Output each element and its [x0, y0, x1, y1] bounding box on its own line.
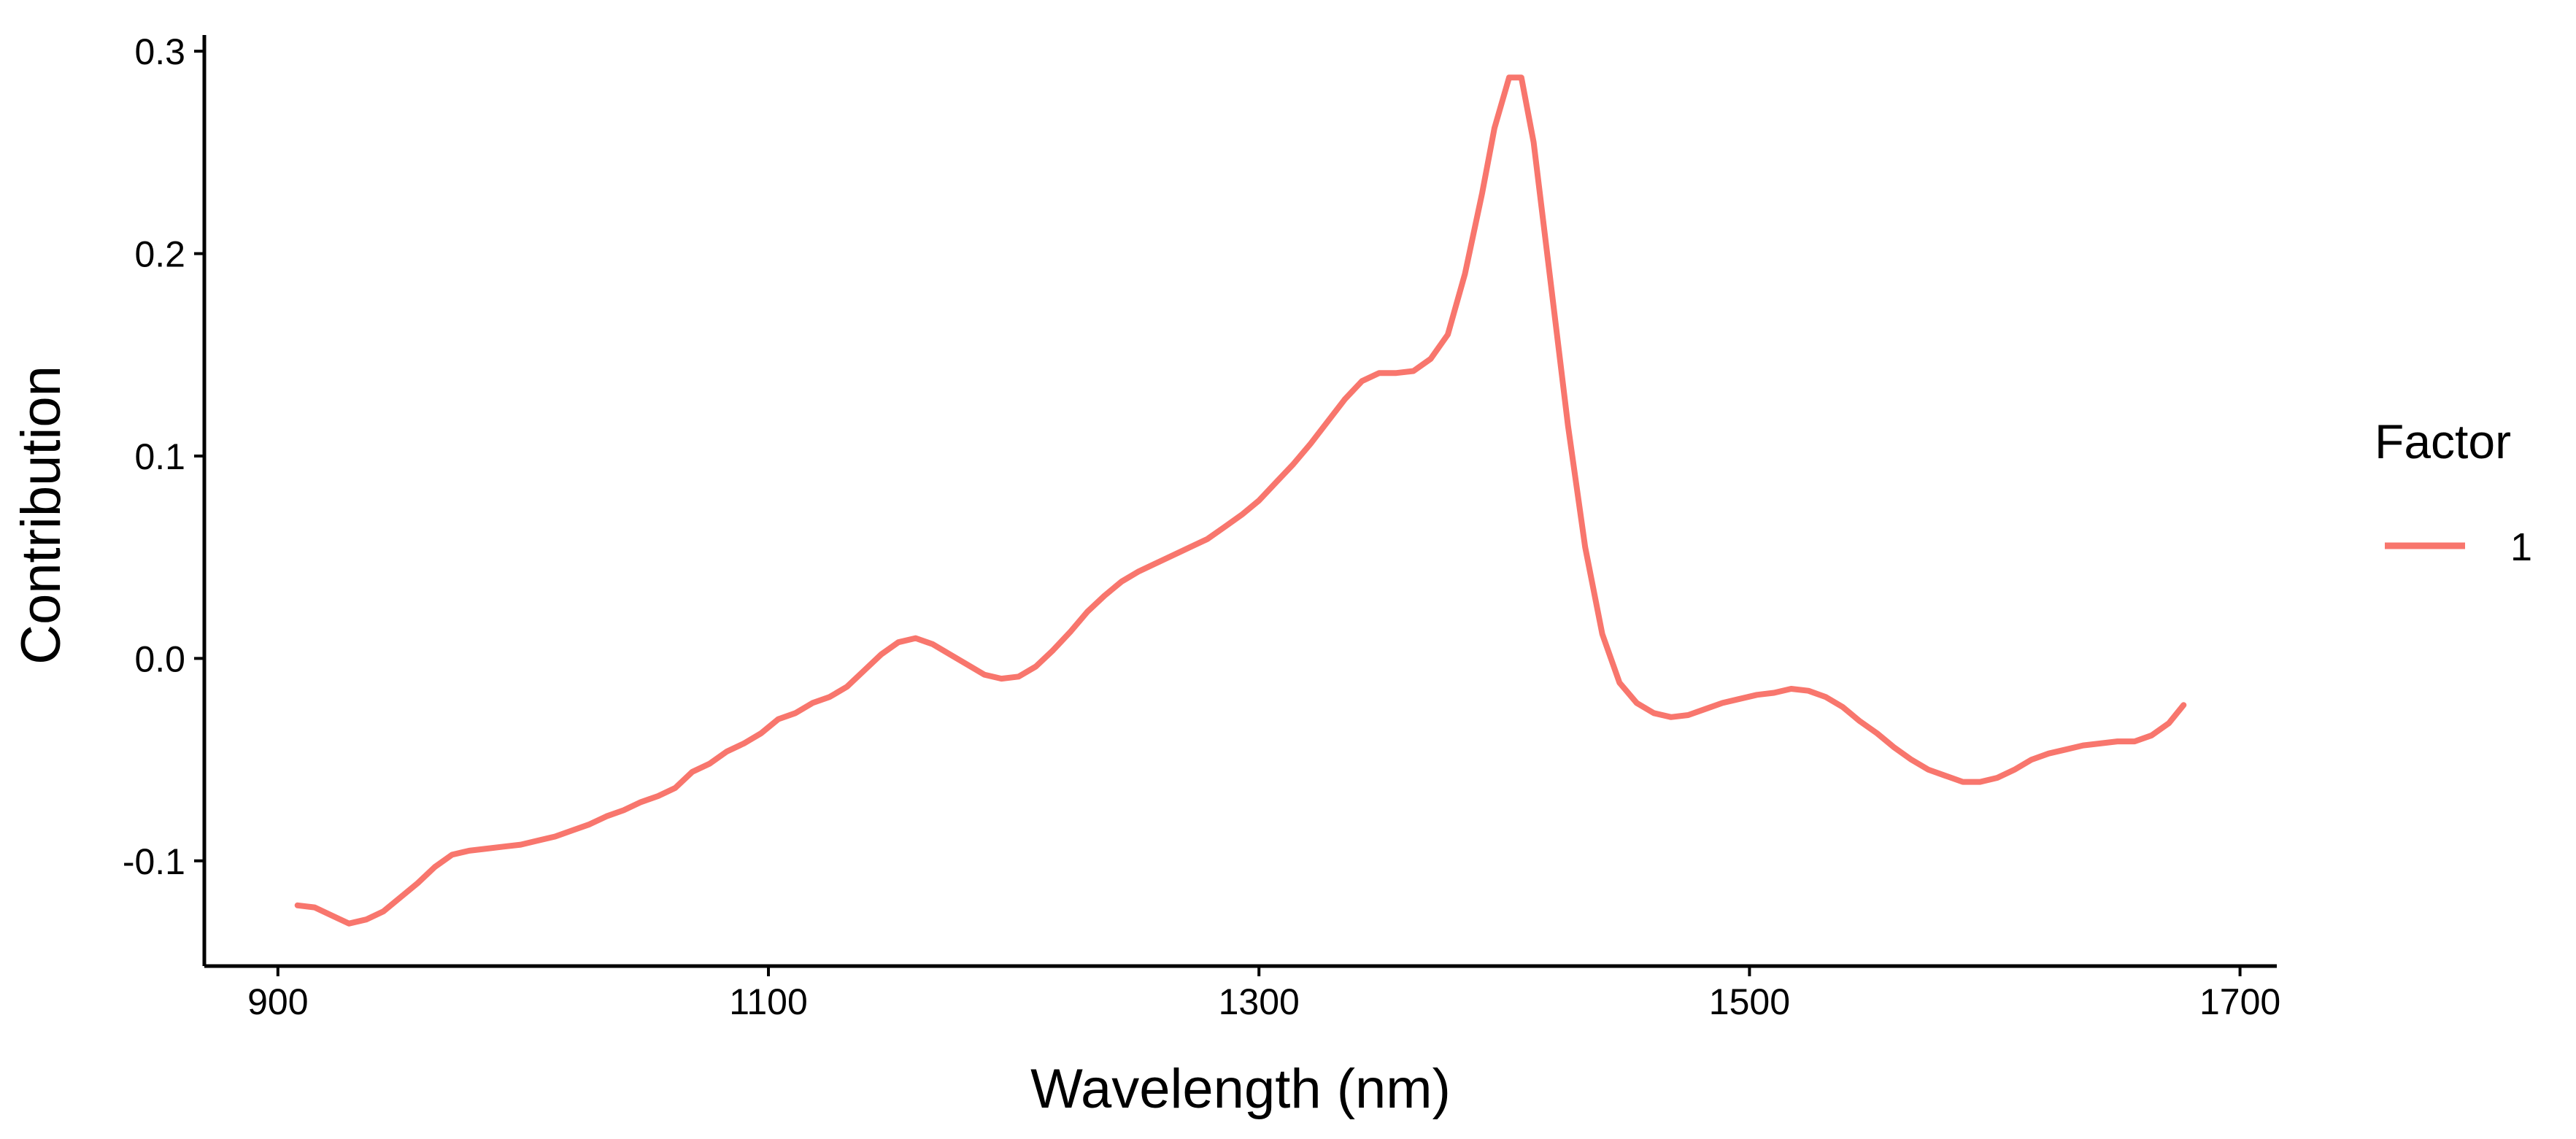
x-tick-label: 1300 — [1219, 981, 1300, 1022]
legend-title: Factor — [2375, 414, 2511, 468]
x-tick-label: 900 — [247, 981, 308, 1022]
y-tick-label: -0.1 — [123, 841, 185, 882]
x-tick-label: 1500 — [1709, 981, 1790, 1022]
y-tick-label: 0.0 — [134, 638, 185, 679]
x-axis: 900 1100 1300 1500 1700 — [204, 964, 2280, 1022]
x-tick-label: 1100 — [729, 981, 808, 1022]
x-axis-title: Wavelength (nm) — [1030, 1058, 1451, 1120]
y-tick-label: 0.2 — [134, 234, 185, 275]
series-line-1 — [294, 74, 2187, 927]
legend: Factor 1 — [2375, 414, 2532, 569]
y-tick-label: 0.1 — [134, 436, 185, 477]
legend-label: 1 — [2510, 525, 2532, 569]
plot-area — [294, 74, 2187, 927]
y-axis: -0.1 0.0 0.1 0.2 0.3 — [123, 31, 207, 966]
y-tick-label: 0.3 — [134, 31, 185, 72]
x-tick-label: 1700 — [2199, 981, 2280, 1022]
y-axis-title: Contribution — [10, 366, 72, 665]
